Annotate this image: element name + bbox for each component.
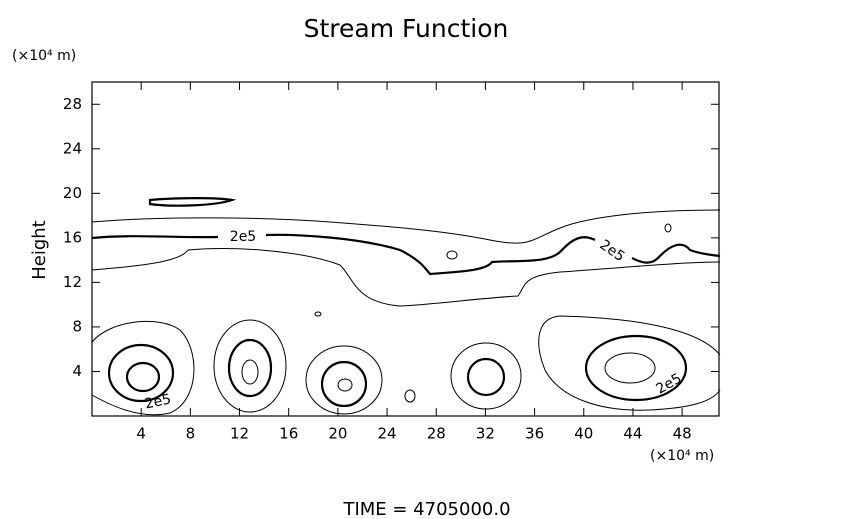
contour-label: 2e5 <box>654 370 685 397</box>
footer: TIME = 4705000.0 <box>342 499 510 519</box>
contour-label: 2e5 <box>230 229 256 245</box>
contours <box>91 197 721 416</box>
x-tick-label: 44 <box>623 425 642 443</box>
plot-frame <box>91 81 720 417</box>
x-tick-label: 48 <box>673 425 692 443</box>
x-tick-label: 12 <box>230 425 249 443</box>
y-tick-label: 20 <box>63 184 82 202</box>
x-tick-label: 8 <box>186 425 196 443</box>
x-unit: (×10⁴ m) <box>650 448 714 464</box>
contour-label: 2e5 <box>143 391 172 412</box>
x-tick-label: 16 <box>279 425 298 443</box>
x-tick-label: 32 <box>476 425 495 443</box>
chart-title: Stream Function <box>304 14 509 43</box>
x-tick-label: 24 <box>378 425 397 443</box>
contour-label: 2e5 <box>597 237 628 265</box>
y-axis-label: Height <box>29 220 50 280</box>
y-tick-label: 24 <box>63 139 82 157</box>
x-tick-label: 4 <box>136 425 146 443</box>
y-tick-label: 12 <box>63 273 82 291</box>
y-tick-label: 4 <box>72 362 82 380</box>
x-tick-label: 36 <box>525 425 544 443</box>
y-tick-label: 8 <box>72 317 82 335</box>
x-tick-label: 40 <box>574 425 593 443</box>
x-tick-label: 20 <box>328 425 347 443</box>
y-tick-label: 28 <box>63 95 82 113</box>
y-unit: (×10⁴ m) <box>12 48 76 64</box>
y-tick-label: 16 <box>63 228 82 246</box>
x-tick-label: 28 <box>427 425 446 443</box>
